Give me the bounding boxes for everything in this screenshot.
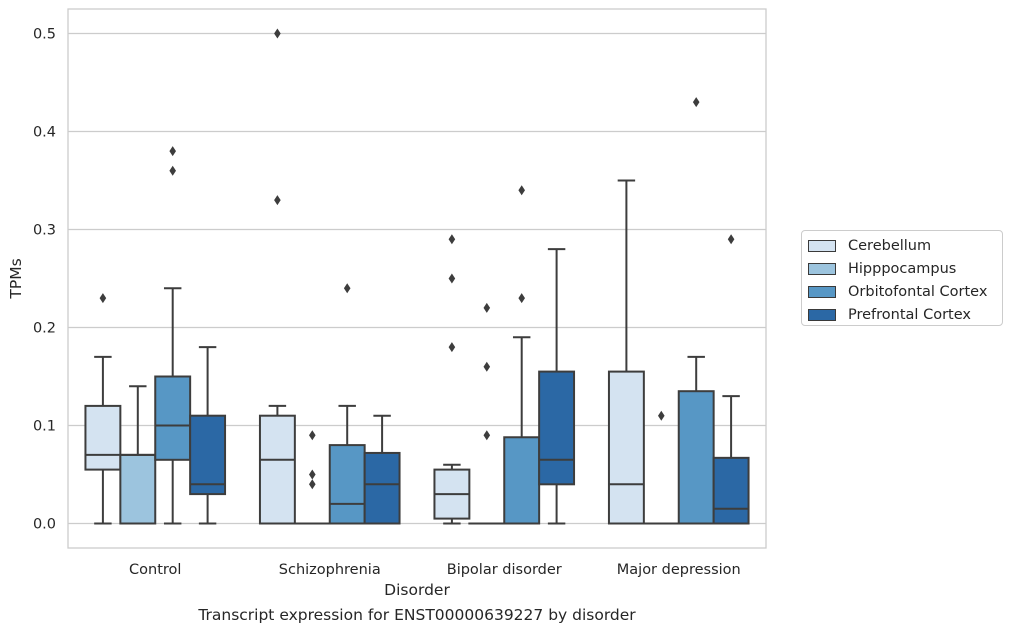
box-plot-element bbox=[468, 302, 506, 525]
box-iqr bbox=[154, 375, 192, 461]
box-plot-element bbox=[258, 28, 296, 525]
outlier-point bbox=[448, 342, 456, 353]
y-tick-label: 0.4 bbox=[33, 125, 56, 141]
outlier-point bbox=[309, 479, 316, 490]
series-cerebellum bbox=[84, 28, 645, 525]
y-axis-label: TPMs bbox=[7, 258, 25, 299]
legend: Cerebellum Hipppocampus Orbitofontal Corte… bbox=[801, 230, 1003, 326]
legend-swatch bbox=[808, 262, 836, 275]
outlier-point bbox=[727, 234, 735, 245]
box-iqr bbox=[189, 414, 227, 496]
legend-label: Prefrontal Cortex bbox=[848, 306, 971, 323]
outlier-point bbox=[448, 273, 456, 284]
legend-label: Cerebellum bbox=[848, 237, 932, 254]
legend-swatch bbox=[808, 285, 836, 298]
legend-item: Prefrontal Cortex bbox=[808, 303, 1002, 326]
box-plot-element bbox=[642, 410, 680, 525]
outlier-point bbox=[169, 165, 176, 176]
outlier-point bbox=[274, 28, 281, 39]
box-iqr bbox=[677, 390, 715, 525]
box-plot-element bbox=[154, 146, 192, 525]
box-plot-element bbox=[433, 234, 471, 525]
y-axis-ticks: 0.0 0.1 0.2 0.3 0.4 0.5 bbox=[33, 27, 56, 533]
box-plot-element bbox=[503, 185, 541, 525]
outlier-point bbox=[483, 361, 491, 372]
outlier-point bbox=[448, 234, 456, 245]
outlier-point bbox=[483, 302, 491, 313]
outlier-point bbox=[274, 195, 281, 206]
box-iqr bbox=[328, 444, 366, 525]
y-tick-label: 0.0 bbox=[33, 517, 56, 533]
y-tick-label: 0.3 bbox=[33, 223, 56, 239]
box-series bbox=[84, 28, 750, 525]
box-plot-element bbox=[84, 293, 122, 525]
box-plot-element bbox=[712, 234, 750, 525]
outlier-point bbox=[518, 185, 525, 196]
series-orbitofontal-cortex bbox=[154, 97, 715, 525]
box-iqr bbox=[607, 370, 645, 525]
outlier-point bbox=[658, 410, 665, 421]
x-tick-label: Major depression bbox=[617, 562, 741, 578]
box-plot-element bbox=[119, 385, 157, 525]
outlier-point bbox=[169, 146, 176, 157]
box-iqr bbox=[712, 456, 750, 525]
outlier-point bbox=[309, 469, 316, 480]
box-plot-element bbox=[328, 283, 366, 525]
series-hipppocampus bbox=[119, 302, 680, 525]
plot-frame bbox=[67, 8, 767, 549]
y-tick-label: 0.1 bbox=[33, 419, 56, 435]
legend-swatch bbox=[808, 239, 836, 252]
box-plot-element bbox=[607, 179, 645, 525]
legend-label: Hipppocampus bbox=[848, 260, 957, 277]
outlier-point bbox=[518, 293, 525, 304]
x-tick-label: Bipolar disorder bbox=[447, 562, 562, 578]
box-plot-element bbox=[538, 248, 576, 525]
box-plot-element bbox=[293, 430, 331, 525]
outlier-point bbox=[692, 97, 700, 108]
box-iqr bbox=[503, 436, 541, 525]
box-iqr bbox=[258, 414, 296, 525]
outlier-point bbox=[99, 293, 107, 304]
x-tick-label: Control bbox=[129, 562, 181, 578]
outlier-point bbox=[343, 283, 351, 294]
y-tick-label: 0.5 bbox=[33, 27, 56, 43]
y-tick-label: 0.2 bbox=[33, 321, 56, 337]
legend-label: Orbitofontal Cortex bbox=[848, 283, 988, 300]
box-iqr bbox=[84, 404, 122, 471]
outlier-point bbox=[309, 430, 316, 441]
legend-item: Hipppocampus bbox=[808, 257, 1002, 280]
box-iqr bbox=[538, 370, 576, 486]
chart-caption: Transcript expression for ENST0000063922… bbox=[198, 606, 636, 624]
x-axis-ticks: Control Schizophrenia Bipolar disorder Majo… bbox=[129, 562, 741, 578]
series-prefrontal-cortex bbox=[189, 234, 750, 525]
box-iqr bbox=[119, 453, 157, 525]
x-axis-label: Disorder bbox=[384, 581, 450, 599]
legend-item: Cerebellum bbox=[808, 234, 1002, 257]
box-plot-element bbox=[363, 414, 401, 525]
x-tick-label: Schizophrenia bbox=[279, 562, 381, 578]
box-plot-element bbox=[677, 97, 715, 525]
outlier-point bbox=[483, 430, 491, 441]
legend-swatch bbox=[808, 308, 836, 321]
legend-item: Orbitofontal Cortex bbox=[808, 280, 1002, 303]
box-iqr bbox=[363, 451, 401, 525]
box-plot-element bbox=[189, 346, 227, 525]
